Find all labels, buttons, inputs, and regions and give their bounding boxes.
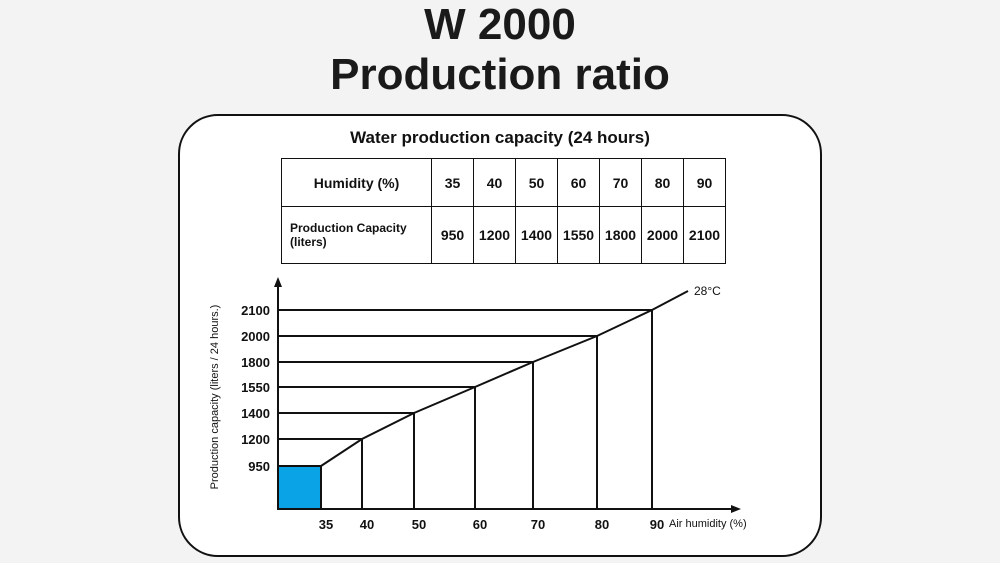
capacity-cell: 2100 [683,206,726,264]
page-title: W 2000 [424,0,576,49]
page-subtitle: Production ratio [330,50,670,99]
capacity-cell: 1400 [515,206,558,264]
y-axis-arrow [274,277,282,287]
capacity-cell: 1200 [473,206,516,264]
humidity-cell: 90 [683,158,726,207]
capacity-label-unit: (liters) [290,235,327,249]
y-tick-label: 2000 [241,329,270,344]
humidity-row: Humidity (%) 35 40 50 60 70 80 90 [281,158,726,207]
capacity-table: Humidity (%) 35 40 50 60 70 80 90 Produc… [281,158,726,264]
humidity-cell: 80 [641,158,684,207]
base-capacity-box [277,465,322,510]
y-tick-label: 1550 [241,380,270,395]
y-tick-label: 1800 [241,355,270,370]
capacity-label-text: Production Capacity [290,221,407,235]
x-axis-label: Air humidity (%) [669,518,747,530]
x-tick-label: 60 [473,517,487,532]
x-tick-label: 40 [360,517,374,532]
x-tick-label: 90 [650,517,664,532]
x-tick-label: 80 [595,517,609,532]
y-tick-label: 1400 [241,406,270,421]
series-line [320,290,689,467]
capacity-cell: 1800 [599,206,642,264]
x-tick-label: 35 [319,517,333,532]
capacity-row: Production Capacity (liters) 950 1200 14… [281,206,726,264]
capacity-row-label: Production Capacity (liters) [281,206,432,264]
humidity-cell: 60 [557,158,600,207]
y-tick-label: 1200 [241,432,270,447]
y-axis-label: Production capacity (liters / 24 hours.) [209,305,221,490]
y-tick-label: 950 [248,459,270,474]
series-label: 28°C [694,284,721,298]
x-axis-arrow [731,505,741,513]
humidity-cell: 35 [431,158,474,207]
humidity-cell: 70 [599,158,642,207]
x-tick-label: 50 [412,517,426,532]
table-title: Water production capacity (24 hours) [350,128,650,147]
capacity-cell: 1550 [557,206,600,264]
y-tick-label: 2100 [241,303,270,318]
x-tick-label: 70 [531,517,545,532]
